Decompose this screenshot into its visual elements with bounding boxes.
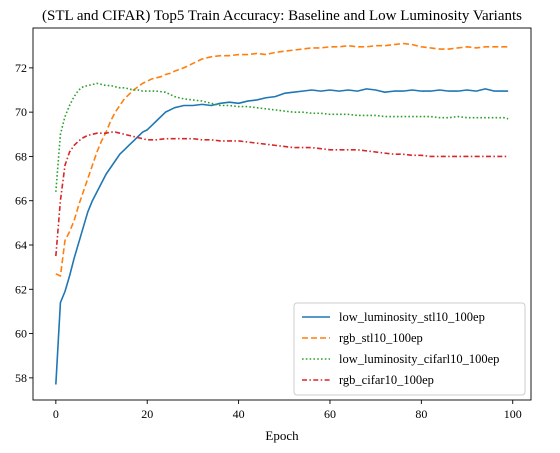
x-tick-label: 60 [324, 407, 336, 421]
x-tick-label: 20 [141, 407, 153, 421]
legend-entry-label: low_luminosity_stl10_100ep [339, 310, 485, 324]
legend-entry-label: low_luminosity_cifarl10_100ep [339, 352, 499, 366]
y-tick-label: 70 [15, 105, 27, 119]
y-tick-label: 58 [15, 371, 27, 385]
x-axis-label: Epoch [265, 428, 299, 443]
legend-box [293, 302, 526, 396]
x-tick-label: 40 [233, 407, 245, 421]
legend-entry-label: rgb_cifar10_100ep [339, 373, 434, 387]
legend-entry-label: rgb_stl10_100ep [339, 331, 423, 345]
x-tick-label: 80 [415, 407, 427, 421]
series-line-rgb-cifar10-100ep [55, 131, 509, 257]
series-line-rgb-stl10-100ep [55, 42, 509, 277]
y-tick-label: 62 [15, 282, 27, 296]
chart-title: (STL and CIFAR) Top5 Train Accuracy: Bas… [42, 8, 522, 24]
y-tick-label: 60 [15, 327, 27, 341]
y-axis-ticks: 58 60 62 64 66 68 70 72 [15, 61, 33, 385]
plot-area-frame [32, 27, 532, 401]
y-tick-label: 72 [15, 61, 27, 75]
series-line-low-luminosity-cifarl10-100ep [55, 82, 509, 192]
y-tick-label: 66 [15, 194, 27, 208]
x-tick-label: 0 [53, 407, 59, 421]
legend: low_luminosity_stl10_100ep rgb_stl10_100e… [293, 302, 526, 396]
x-axis-ticks: 0 20 40 60 80 100 [53, 400, 522, 421]
series-lines [55, 42, 509, 385]
y-tick-label: 64 [15, 238, 27, 252]
y-tick-label: 68 [15, 149, 27, 163]
x-tick-label: 100 [504, 407, 522, 421]
